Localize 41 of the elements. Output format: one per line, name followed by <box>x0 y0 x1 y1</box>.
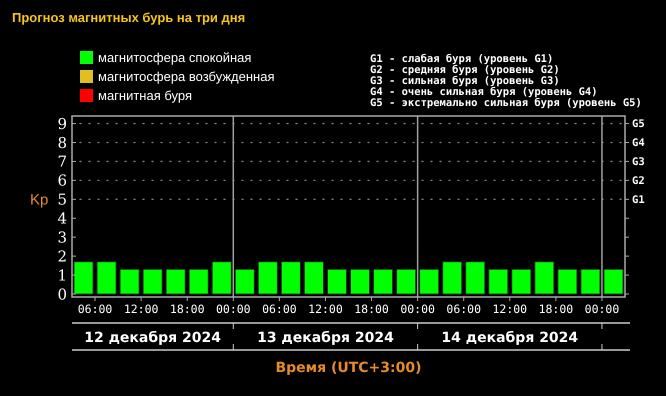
x-tick-label: 00:00 <box>400 302 436 316</box>
y-tick-label: 4 <box>57 210 67 228</box>
x-tick-label: 06:00 <box>446 302 482 316</box>
y-tick-label: 8 <box>57 134 67 152</box>
y-tick-label: 3 <box>57 228 67 246</box>
x-tick-label: 18:00 <box>538 302 574 316</box>
x-tick-label: 00:00 <box>584 302 620 316</box>
x-tick-label: 12:00 <box>492 302 528 316</box>
y-tick-label: 1 <box>57 266 67 284</box>
x-axis-title: Время (UTC+3:00) <box>275 360 422 376</box>
text: 13 декабря 2024 <box>257 330 394 346</box>
text: G4 - очень сильная буря (уровень G4) <box>370 86 598 98</box>
x-tick-label: 06:00 <box>78 302 112 316</box>
x-tick-label: 12:00 <box>124 302 159 316</box>
y-tick-label: 6 <box>57 172 67 190</box>
ref-line-label: G4 <box>632 137 645 150</box>
text: G5 - экстремально сильная буря (уровень G5) <box>370 97 642 109</box>
y-tick-label: 0 <box>57 285 67 304</box>
x-tick-label: 06:00 <box>262 302 297 316</box>
text: 14 декабря 2024 <box>441 330 578 346</box>
x-tick-label: 18:00 <box>170 302 205 316</box>
text: G3 - сильная буря (уровень G3) <box>370 75 560 87</box>
y-axis-title: Kp <box>30 192 48 209</box>
x-tick-label: 00:00 <box>216 302 251 316</box>
legend-label: магнитная буря <box>98 88 192 103</box>
x-tick-label: 18:00 <box>354 302 389 316</box>
text: 12 декабря 2024 <box>84 330 222 346</box>
y-tick-label: 9 <box>57 114 67 133</box>
ref-line-label: G5 <box>632 118 645 130</box>
ref-line-label: G2 <box>632 175 645 188</box>
y-tick-label: 2 <box>57 247 67 266</box>
y-tick-label: 5 <box>57 190 67 209</box>
legend-label: магнитосфера спокойная <box>98 50 252 65</box>
text: G2 - средняя буря (уровень G2) <box>370 64 560 76</box>
y-tick-label: 7 <box>57 152 67 171</box>
ref-line-label: G1 <box>632 194 645 206</box>
legend-label: магнитосфера возбужденная <box>98 69 274 84</box>
text: G1 - слабая буря (уровень G1) <box>370 53 554 65</box>
chart-title: Прогноз магнитных бурь на три дня <box>12 10 246 25</box>
x-tick-label: 12:00 <box>308 302 343 316</box>
ref-line-label: G3 <box>632 156 645 168</box>
